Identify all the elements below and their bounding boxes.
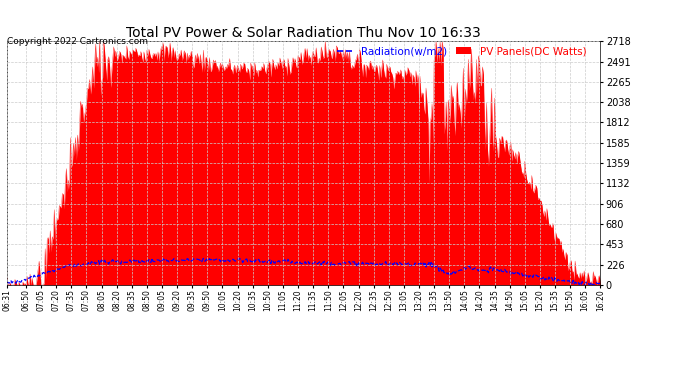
Legend: Radiation(w/m2), PV Panels(DC Watts): Radiation(w/m2), PV Panels(DC Watts) xyxy=(337,46,586,57)
Text: Copyright 2022 Cartronics.com: Copyright 2022 Cartronics.com xyxy=(7,38,148,46)
Title: Total PV Power & Solar Radiation Thu Nov 10 16:33: Total PV Power & Solar Radiation Thu Nov… xyxy=(126,26,481,40)
